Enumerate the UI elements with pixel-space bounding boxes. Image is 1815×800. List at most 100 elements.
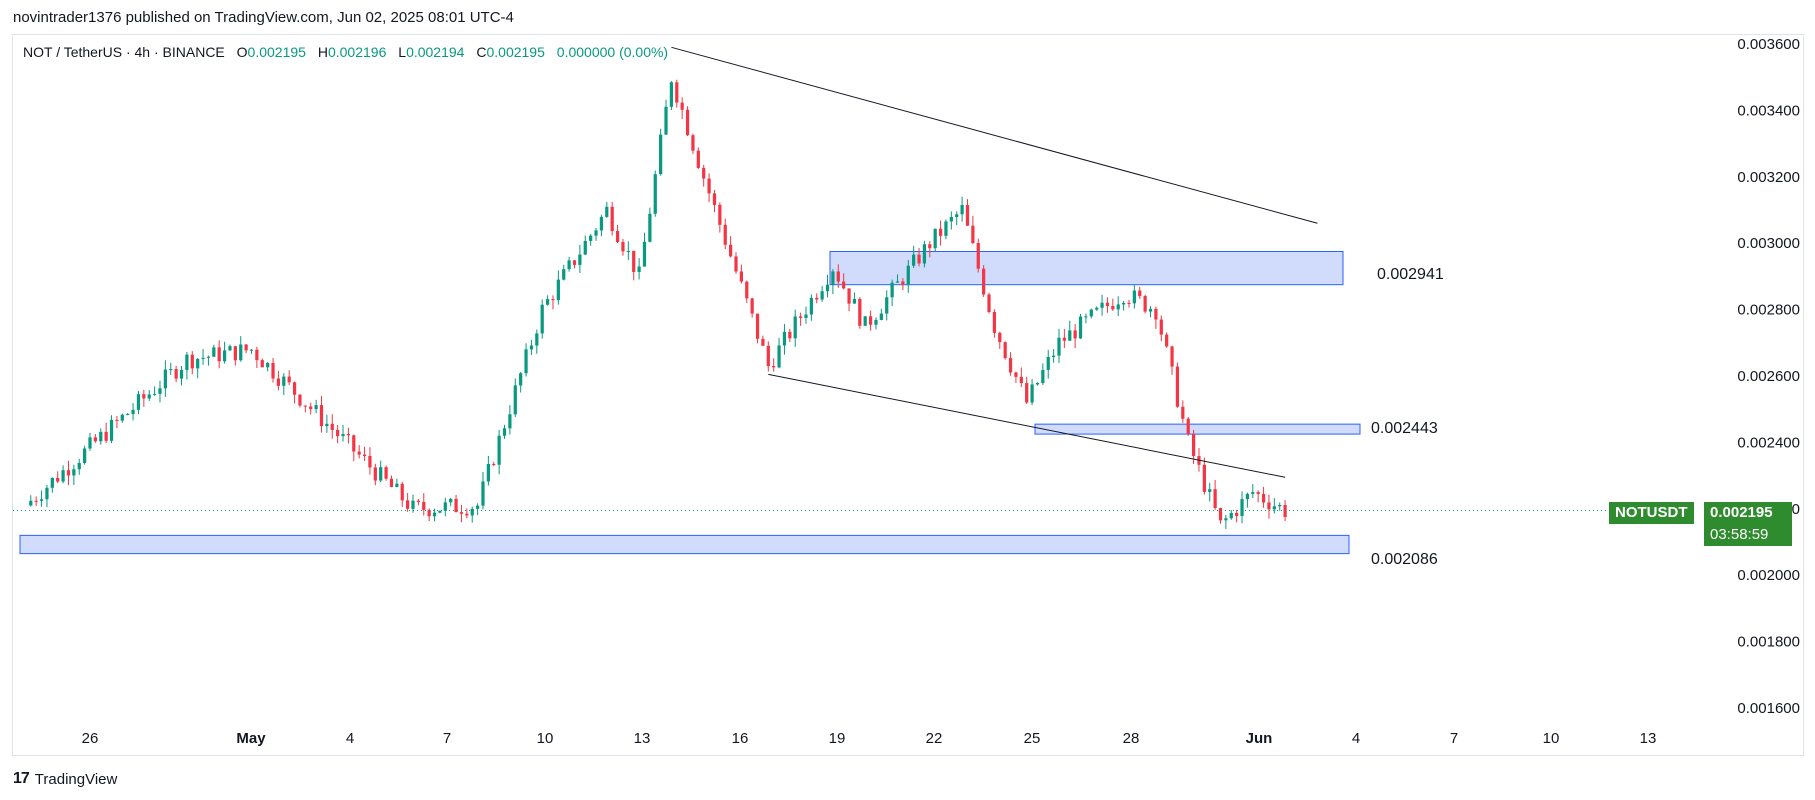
trendline-lower (768, 373, 1286, 478)
candle-body (702, 167, 706, 179)
candle-body (804, 314, 808, 318)
candle-body (244, 344, 248, 351)
candle-body (1181, 406, 1185, 419)
candle-body (712, 193, 717, 205)
candle-body (169, 369, 173, 371)
low-label: L (398, 44, 407, 60)
candle-body (820, 291, 824, 300)
y-tick-label: 0.003600 (1737, 36, 1800, 53)
trendline-upper (671, 46, 1318, 224)
candle-body (314, 405, 318, 410)
candle-body (987, 294, 991, 312)
candle-body (551, 299, 555, 301)
candle-body (669, 82, 674, 107)
candle-body (1111, 306, 1115, 310)
candle-body (1245, 493, 1250, 500)
candle-body (1148, 308, 1153, 312)
candle-body (66, 470, 71, 476)
candle-body (341, 434, 345, 437)
candle-body (1121, 302, 1126, 305)
open-value: 0.002195 (247, 44, 306, 60)
candle-body (777, 345, 781, 368)
candle-body (1208, 489, 1212, 492)
x-tick-label: 7 (443, 730, 451, 747)
candle-body (879, 313, 883, 320)
candle-body (1100, 302, 1104, 308)
chart-frame[interactable] (12, 34, 1804, 756)
candle-body (729, 244, 733, 257)
candle-body (949, 217, 953, 222)
candle-body (379, 467, 383, 481)
footer: 17 TradingView (13, 770, 117, 788)
candle-body (1057, 337, 1061, 356)
candle-body (1240, 499, 1244, 516)
candle-body (858, 298, 862, 326)
symbol-label[interactable]: NOT / TetherUS · 4h · BINANCE (23, 44, 225, 60)
candle-body (1035, 382, 1040, 385)
change-value: 0.000000 (0.00%) (556, 44, 669, 60)
candle-body (605, 206, 609, 217)
x-tick-label: 4 (346, 730, 354, 747)
candle-body (336, 429, 340, 437)
candle-body (556, 279, 560, 301)
candle-body (610, 206, 614, 232)
candle-body (400, 483, 404, 501)
candle-body (1138, 290, 1142, 297)
candle-body (432, 512, 437, 517)
zone-label-lower: 0.002086 (1371, 551, 1438, 568)
candle-body (1154, 308, 1158, 320)
candle-body (368, 455, 372, 468)
candle-body (109, 419, 114, 441)
candle-body (389, 478, 394, 488)
candle-body (239, 344, 243, 361)
y-tick-label: 0.003200 (1737, 169, 1800, 186)
candle-body (831, 271, 835, 285)
ticker-tag: NOTUSDT (1609, 502, 1694, 524)
open-label: O (236, 44, 248, 60)
candle-body (944, 221, 948, 236)
candle-body (1014, 372, 1018, 377)
candle-body (352, 435, 356, 452)
candle-body (739, 271, 743, 282)
candle-body (680, 102, 684, 110)
candle-body (659, 134, 663, 175)
y-tick-label: 0.003000 (1737, 235, 1800, 252)
last-price-tag: 0.002195 (1704, 502, 1792, 524)
candle-body (115, 419, 119, 421)
candle-body (718, 204, 722, 225)
candle-body (852, 298, 857, 304)
candle-body (1170, 346, 1174, 367)
candle-body (766, 345, 770, 367)
candle-body (190, 354, 194, 369)
candle-body (99, 431, 103, 442)
candle-body (1186, 418, 1190, 435)
candle-body (772, 366, 776, 368)
candle-body (1062, 337, 1066, 341)
candle-body (755, 313, 760, 339)
candle-body (723, 224, 727, 245)
close-value: 0.002195 (486, 44, 545, 60)
publisher-line: novintrader1376 published on TradingView… (13, 9, 514, 26)
candle-body (707, 178, 711, 194)
brand-name[interactable]: TradingView (34, 770, 118, 788)
x-tick-label: 25 (1024, 730, 1041, 747)
candle-body (319, 405, 324, 427)
candle-body (847, 288, 851, 304)
high-value: 0.002196 (327, 44, 387, 60)
candle-body (535, 333, 539, 346)
candle-body (1229, 512, 1233, 519)
candle-body (578, 254, 582, 265)
candle-body (1116, 304, 1120, 310)
candle-body (1267, 502, 1271, 510)
candle-body (470, 508, 474, 516)
x-tick-label: May (236, 730, 266, 747)
candle-body (540, 304, 544, 334)
candle-body (212, 347, 216, 357)
candle-body (626, 250, 630, 252)
candle-body (465, 513, 469, 516)
candle-body (529, 345, 534, 350)
candle-body (50, 477, 54, 488)
countdown-tag: 03:58:59 (1704, 524, 1792, 546)
x-tick-label: 10 (1543, 730, 1560, 747)
